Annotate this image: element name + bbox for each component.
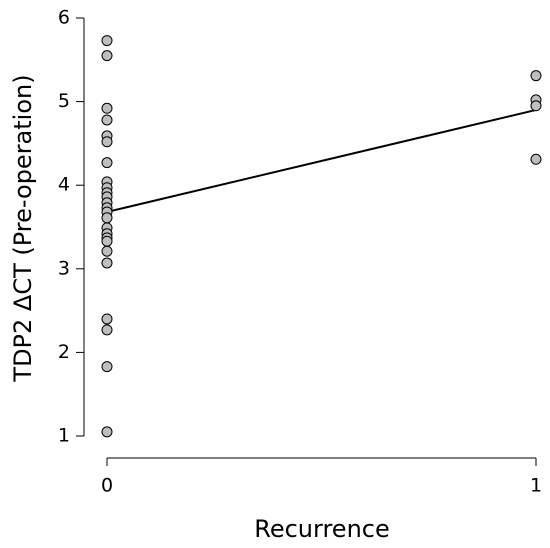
point xyxy=(530,100,542,112)
point xyxy=(101,114,113,126)
point xyxy=(101,426,113,438)
y-axis-title: TDP2 ΔCT (Pre-operation) xyxy=(9,74,37,382)
point xyxy=(101,257,113,269)
point xyxy=(530,70,542,82)
y-tick-label: 3 xyxy=(58,257,70,279)
point xyxy=(101,50,113,62)
point xyxy=(101,136,113,148)
y-tick-label: 5 xyxy=(58,90,70,112)
x-axis-title: Recurrence xyxy=(254,515,390,543)
point xyxy=(101,235,113,247)
point xyxy=(101,35,113,47)
point xyxy=(101,313,113,325)
y-tick-label: 1 xyxy=(58,425,70,447)
point xyxy=(101,157,113,169)
trend-line xyxy=(106,108,537,213)
y-tick-label: 4 xyxy=(58,174,70,196)
point xyxy=(101,245,113,257)
x-tick-label: 0 xyxy=(101,475,113,497)
y-tick-label: 2 xyxy=(58,341,70,363)
y-tick-label: 6 xyxy=(58,7,70,29)
point xyxy=(101,361,113,373)
point xyxy=(101,102,113,114)
point xyxy=(101,212,113,224)
point xyxy=(530,153,542,165)
point xyxy=(101,324,113,336)
x-tick-label: 1 xyxy=(530,475,542,497)
